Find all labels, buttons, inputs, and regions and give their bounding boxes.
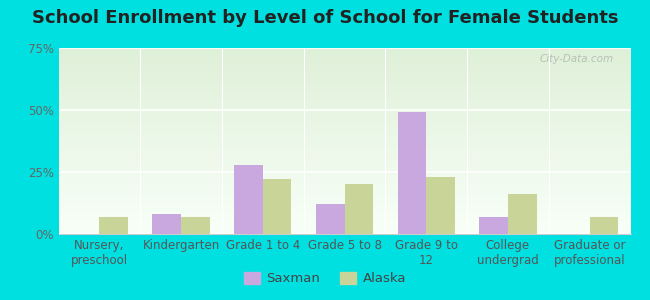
Bar (316, 204, 344, 234)
Bar (398, 112, 426, 234)
Legend: Saxman, Alaska: Saxman, Alaska (239, 266, 411, 290)
Bar (426, 177, 455, 234)
Bar (234, 165, 263, 234)
Bar (479, 217, 508, 234)
Bar (590, 217, 618, 234)
Text: School Enrollment by Level of School for Female Students: School Enrollment by Level of School for… (32, 9, 618, 27)
Bar (153, 214, 181, 234)
Bar (263, 179, 291, 234)
Text: City-Data.com: City-Data.com (540, 54, 614, 64)
Bar (99, 217, 128, 234)
Bar (508, 194, 536, 234)
Bar (344, 184, 373, 234)
Bar (181, 217, 210, 234)
